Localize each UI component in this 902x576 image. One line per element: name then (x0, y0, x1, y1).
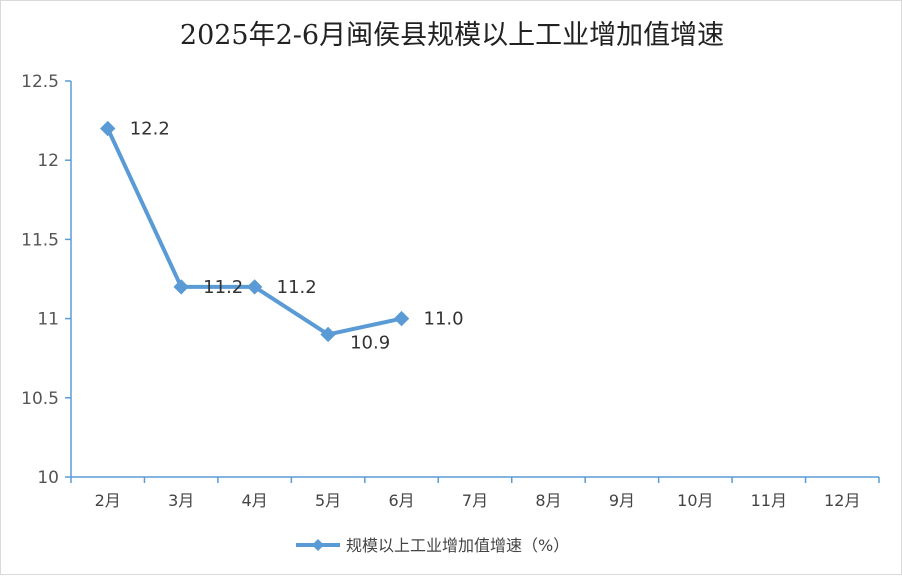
y-tick-label: 10 (37, 468, 59, 488)
data-label: 11.2 (277, 277, 317, 298)
data-point-marker (393, 310, 410, 327)
x-tick-label: 2月 (95, 491, 121, 510)
x-tick-label: 8月 (535, 491, 561, 510)
x-tick-label: 3月 (168, 491, 194, 510)
data-label: 10.9 (350, 332, 390, 353)
x-tick-label: 6月 (388, 491, 414, 510)
axes: 10 10.5 11 11.5 12 12.5 2月 3月 4月 5月 6月 7月 8月 9月 10月 11月… (21, 72, 880, 510)
x-tick-label: 7月 (462, 491, 488, 510)
x-tick-label: 12月 (824, 491, 860, 510)
y-tick-label: 12.5 (21, 72, 59, 92)
series-line (105, 127, 402, 337)
legend-marker (312, 539, 324, 551)
series-layer: 12.2 11.2 11.2 10.9 11.0 (100, 119, 464, 353)
y-tick-label: 12 (37, 151, 59, 171)
data-label: 11.0 (424, 309, 464, 330)
x-tick-label: 10月 (677, 491, 713, 510)
data-point-marker (320, 326, 336, 343)
y-tick-label: 11.5 (21, 230, 59, 250)
legend: 规模以上工业增加值增速（%） (296, 536, 569, 555)
data-point-marker (100, 120, 116, 137)
x-tick-label: 4月 (242, 491, 268, 510)
x-tick-label: 11月 (751, 491, 787, 510)
x-tick-label: 5月 (315, 491, 341, 510)
data-point-marker (246, 279, 263, 295)
chart-title: 2025年2-6月闽侯县规模以上工业增加值增速 (180, 20, 724, 51)
data-point-marker (173, 279, 189, 295)
legend-label: 规模以上工业增加值增速（%） (346, 536, 569, 555)
x-tick-label: 9月 (609, 491, 635, 510)
data-label: 11.2 (203, 277, 243, 298)
y-tick-label: 10.5 (21, 389, 59, 409)
data-label: 12.2 (130, 119, 170, 140)
y-tick-label: 11 (37, 310, 59, 330)
